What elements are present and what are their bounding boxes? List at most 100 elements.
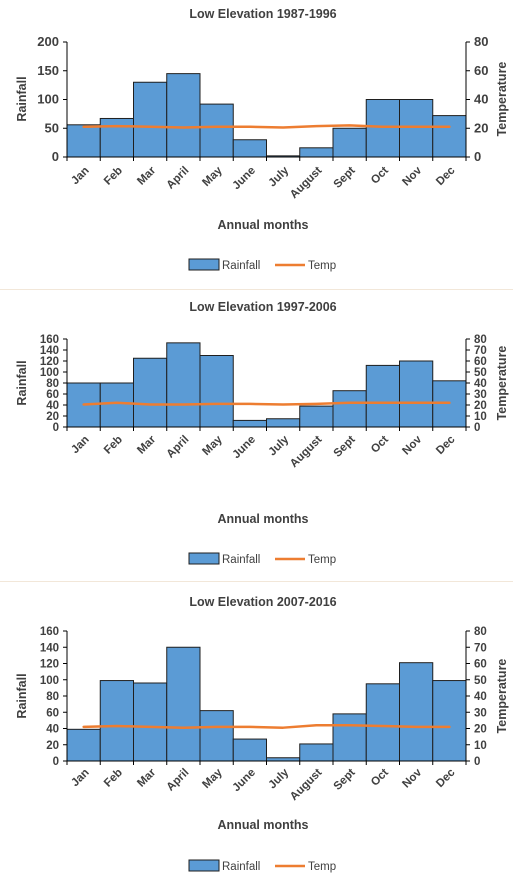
x-tick-label: Oct <box>369 767 391 789</box>
bar-rainfall-sept <box>332 127 367 158</box>
temp-line <box>82 724 451 729</box>
chart-panel-1997-2006: Low Elevation 1997-2006 0 20 40 60 80 100 120 14… <box>0 293 513 580</box>
chart-2007-2016: Low Elevation 2007-201602040608010012014… <box>15 595 509 873</box>
y-tick-label: 140 <box>40 345 59 357</box>
y-tick-label: 40 <box>46 724 59 736</box>
y-tick-label: 80 <box>46 691 59 703</box>
y2-tick-label: 40 <box>474 691 487 703</box>
x-tick-label: June <box>231 434 258 461</box>
x-tick-label: August <box>288 767 325 804</box>
legend-label-rainfall: Rainfall <box>222 861 260 873</box>
chart-panel-1987-1996: Low Elevation 1987-1996 0 50 100 150 200 0 20 40… <box>0 0 513 288</box>
y2-tick-label: 20 <box>474 400 487 412</box>
x-tick-label: Dec <box>434 433 458 457</box>
bar-rainfall-june <box>232 738 267 762</box>
x-tick-label: July <box>266 433 291 458</box>
y2-tick-label: 10 <box>474 411 487 423</box>
temp-line <box>82 401 451 406</box>
x-tick-label: Mar <box>135 164 158 187</box>
y2-tick-label: 50 <box>474 367 487 379</box>
bar-rainfall-nov <box>399 360 434 428</box>
chart-separator <box>0 581 513 582</box>
x-tick-label: June <box>231 767 258 794</box>
y2-tick-label: 80 <box>474 334 487 346</box>
legend-label-rainfall: Rainfall <box>222 554 260 566</box>
bar-rainfall-feb <box>99 680 134 762</box>
chart-panel-2007-2016: Low Elevation 2007-2016 0 20 40 60 80 100 120 14… <box>0 585 513 885</box>
bar-rainfall-june <box>232 419 267 428</box>
legend-label-temp: Temp <box>308 861 336 873</box>
x-tick-label: April <box>164 165 191 192</box>
y2-tick-label: 20 <box>474 724 487 736</box>
y2-tick-label: 70 <box>474 642 487 654</box>
bar-rainfall-july <box>266 418 301 428</box>
x-tick-label: Sept <box>332 434 358 460</box>
y-axis-label: Rainfall <box>15 673 29 718</box>
x-tick-label: April <box>164 434 191 461</box>
y2-tick-label: 0 <box>474 149 481 164</box>
bar-rainfall-may <box>199 103 234 158</box>
y2-tick-label: 50 <box>474 675 487 687</box>
y-tick-label: 100 <box>37 92 59 107</box>
x-tick-label: Oct <box>369 434 391 456</box>
chart-1997-2006: Low Elevation 1997-200602040608010012014… <box>15 300 509 566</box>
y2-axis-label: Temperature <box>495 62 509 137</box>
bar-rainfall-june <box>232 139 267 158</box>
bar-rainfall-mar <box>133 357 168 428</box>
x-axis-label: Annual months <box>218 818 309 832</box>
y-tick-label: 60 <box>46 707 59 719</box>
y2-tick-label: 60 <box>474 356 487 368</box>
y-tick-label: 0 <box>52 149 59 164</box>
x-tick-label: May <box>200 766 225 791</box>
y-tick-label: 120 <box>40 659 59 671</box>
x-tick-label: Jan <box>69 434 92 457</box>
chart-separator <box>0 289 513 290</box>
y-tick-label: 0 <box>53 422 59 434</box>
y-tick-label: 200 <box>37 34 59 49</box>
y-tick-label: 140 <box>40 642 59 654</box>
x-tick-label: Jan <box>69 165 92 188</box>
x-tick-label: Sept <box>332 767 358 793</box>
y2-tick-label: 40 <box>474 378 487 390</box>
chart-1987-1996: Low Elevation 1987-1996 0 50 100 150 200 0 20 40… <box>15 7 509 272</box>
bar-rainfall-feb <box>99 117 134 158</box>
bar-rainfall-august <box>299 405 334 428</box>
chart-title: Low Elevation 1997-2006 <box>189 300 336 314</box>
x-tick-label: Nov <box>400 766 424 790</box>
y-axis-label: Rainfall <box>15 360 29 405</box>
x-tick-label: Feb <box>102 434 125 457</box>
legend-label-temp: Temp <box>308 554 336 566</box>
y2-tick-label: 0 <box>474 756 480 768</box>
y-tick-label: 120 <box>40 356 59 368</box>
y-tick-label: 60 <box>46 389 59 401</box>
chart-title: Low Elevation 1987-1996 <box>189 7 336 21</box>
bar-rainfall-jan <box>66 728 101 762</box>
bar-rainfall-august <box>299 743 334 762</box>
legend-swatch-rainfall <box>188 552 220 565</box>
bar-rainfall-mar <box>133 81 168 158</box>
y-tick-label: 80 <box>46 378 59 390</box>
y-tick-label: 20 <box>46 740 59 752</box>
x-tick-label: Dec <box>434 766 458 790</box>
bar-rainfall-oct <box>365 99 400 158</box>
bar-rainfall-april <box>166 342 201 428</box>
y2-tick-label: 0 <box>474 422 480 434</box>
bar-rainfall-august <box>299 147 334 158</box>
x-tick-label: Oct <box>369 165 391 187</box>
x-tick-label: August <box>288 434 325 471</box>
bar-rainfall-jan <box>66 124 101 158</box>
y2-tick-label: 80 <box>474 626 487 638</box>
y2-axis-label: Temperature <box>495 659 509 734</box>
x-tick-label: Sept <box>332 165 358 191</box>
x-axis-label: Annual months <box>218 218 309 232</box>
x-tick-label: July <box>266 164 291 189</box>
y-tick-label: 100 <box>40 675 59 687</box>
y-axis-label: Rainfall <box>15 76 29 121</box>
x-tick-label: June <box>231 165 258 192</box>
bar-rainfall-may <box>199 355 234 428</box>
bar-rainfall-oct <box>365 683 400 762</box>
x-tick-label: July <box>266 766 291 791</box>
x-axis-label: Annual months <box>218 512 309 526</box>
y2-tick-label: 60 <box>474 63 488 78</box>
y2-tick-label: 70 <box>474 345 487 357</box>
